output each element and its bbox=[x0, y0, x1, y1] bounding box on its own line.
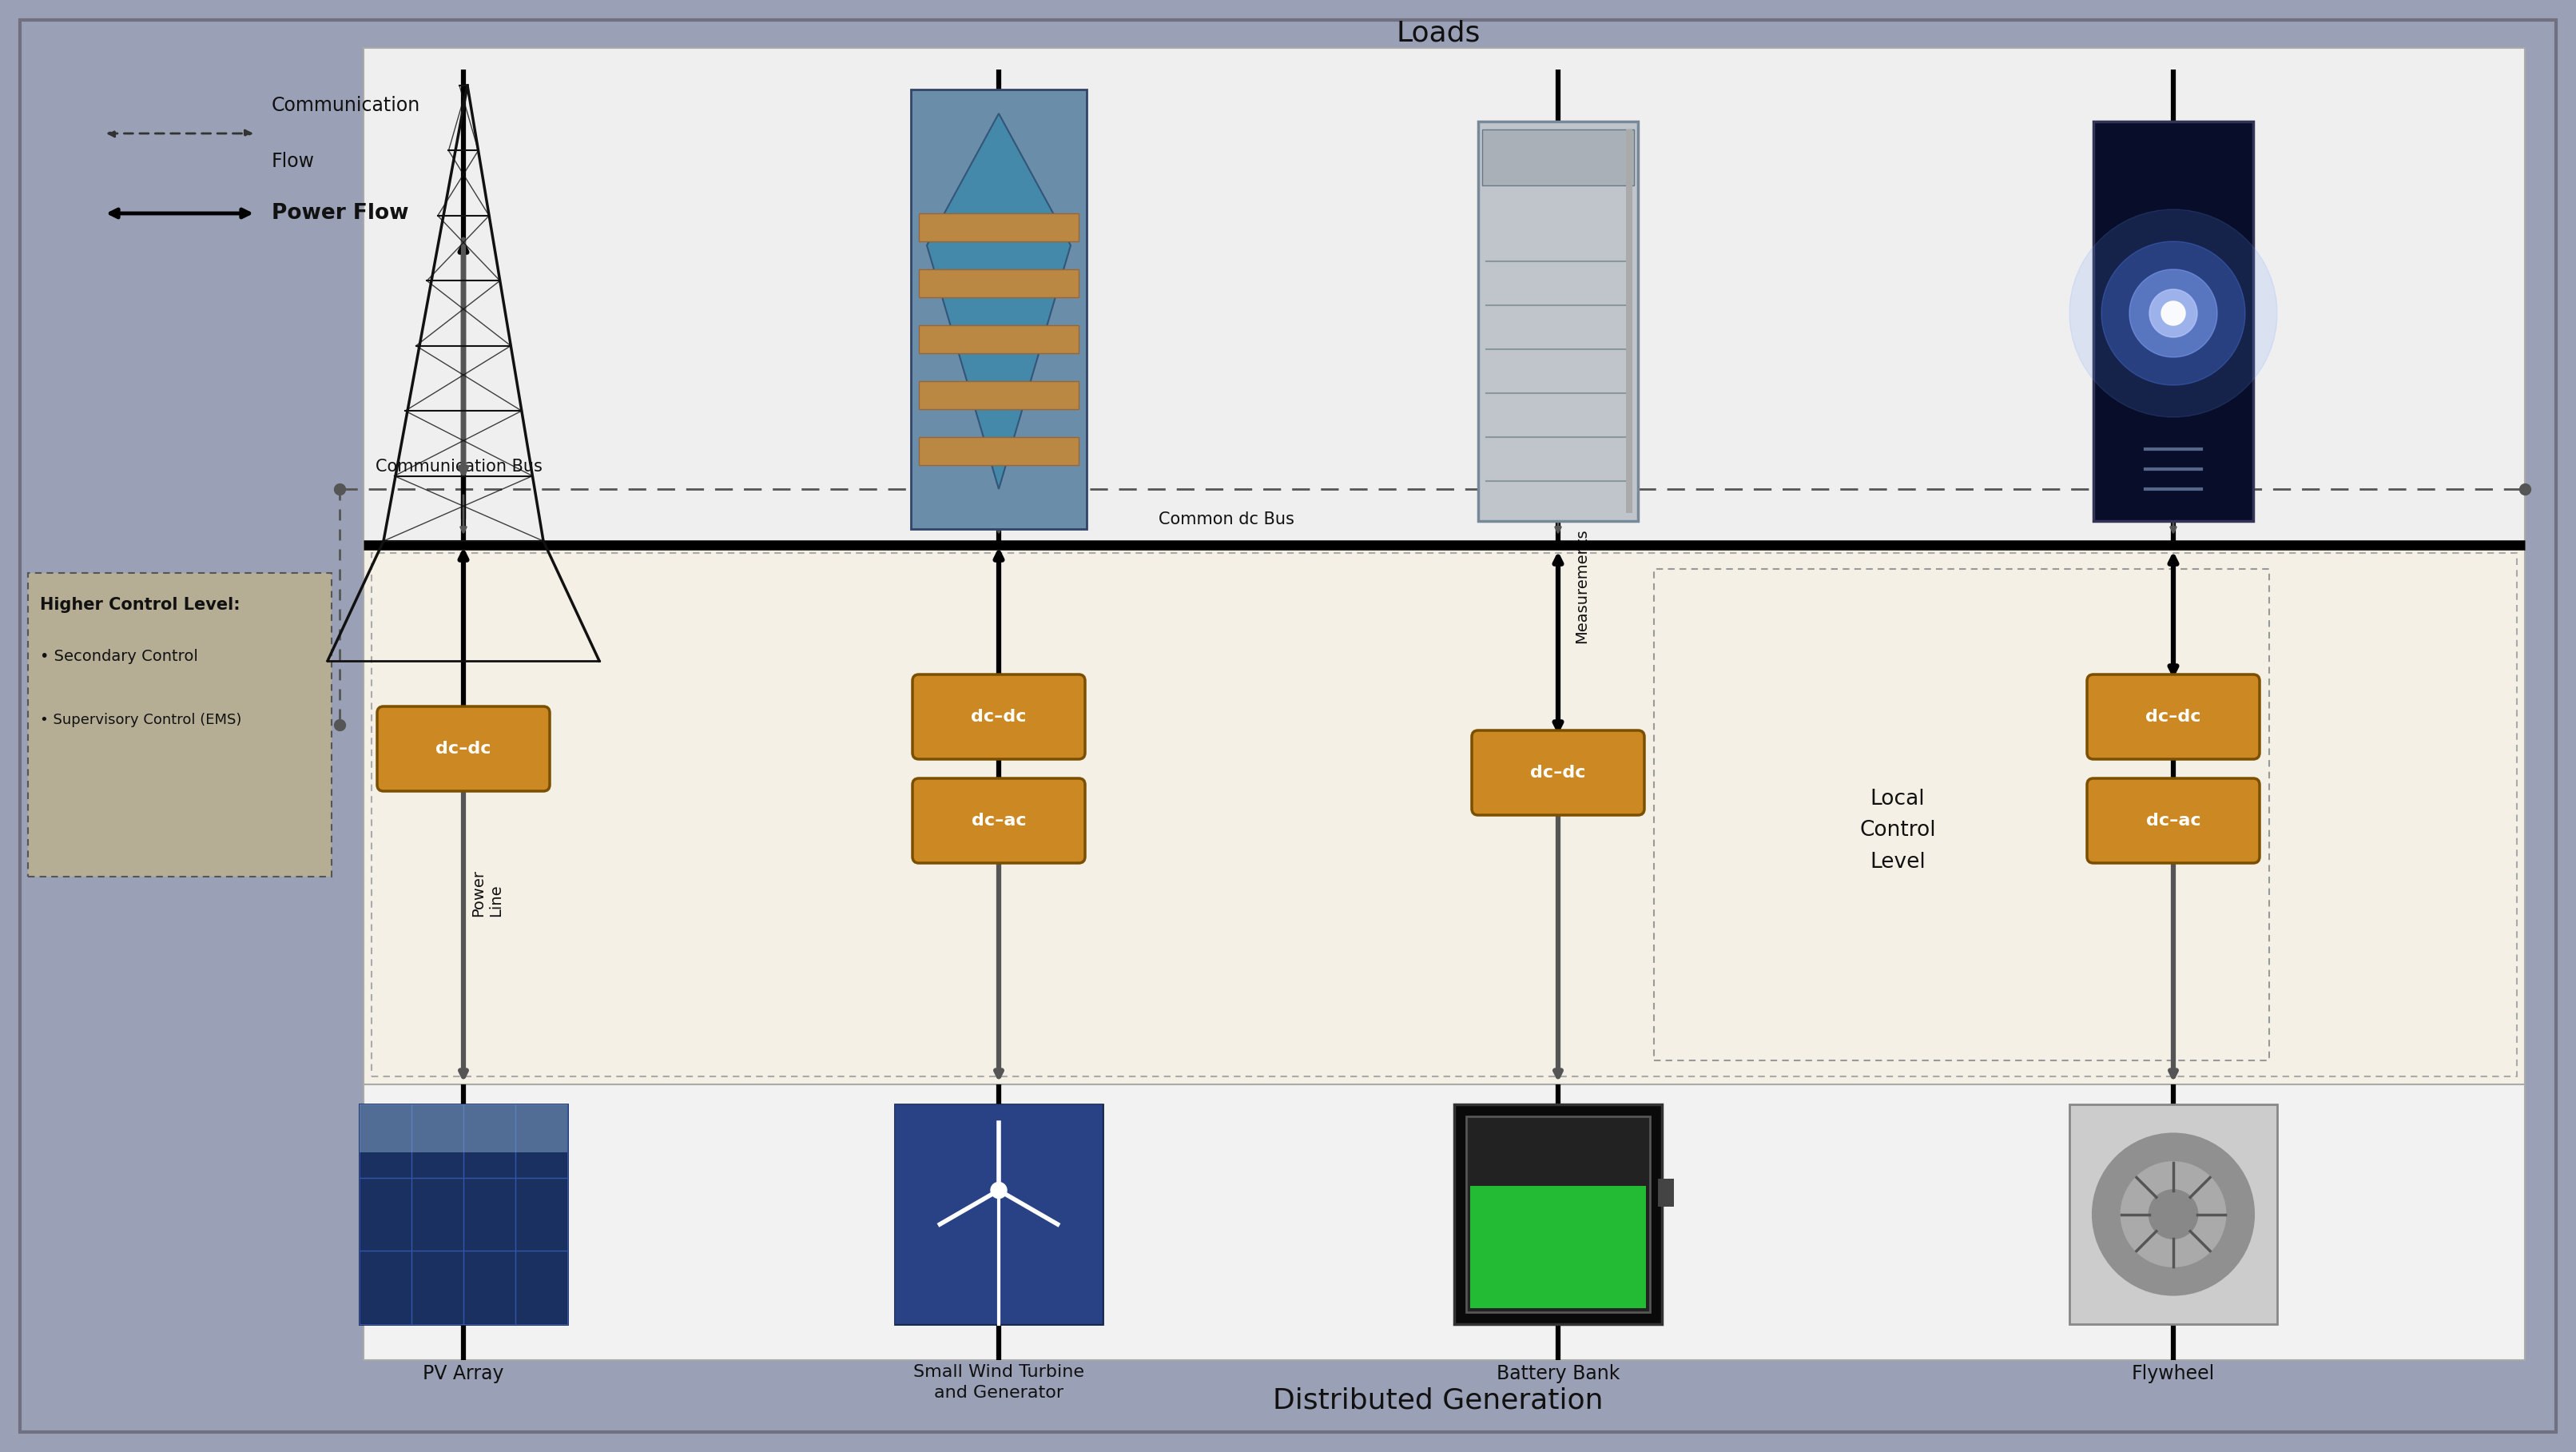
Bar bbox=[363, 1085, 2524, 1361]
Bar bbox=[1455, 1105, 1662, 1324]
Bar bbox=[1466, 1117, 1651, 1313]
Bar bbox=[1625, 129, 1633, 513]
Bar bbox=[920, 382, 1079, 409]
Bar bbox=[920, 213, 1079, 241]
Text: Power
Line: Power Line bbox=[471, 870, 505, 916]
Bar bbox=[920, 269, 1079, 298]
Text: dc–dc: dc–dc bbox=[2146, 709, 2200, 725]
Bar bbox=[1479, 122, 1638, 521]
Bar bbox=[894, 1105, 1103, 1324]
FancyBboxPatch shape bbox=[912, 778, 1084, 862]
Circle shape bbox=[2161, 301, 2184, 325]
Bar bbox=[1471, 1186, 1646, 1308]
FancyBboxPatch shape bbox=[28, 574, 332, 877]
Polygon shape bbox=[927, 113, 1072, 489]
Text: PV Array: PV Array bbox=[422, 1363, 505, 1384]
Bar bbox=[361, 1105, 567, 1324]
FancyBboxPatch shape bbox=[912, 675, 1084, 759]
Text: Flow: Flow bbox=[270, 152, 314, 171]
Circle shape bbox=[2094, 1134, 2254, 1294]
Circle shape bbox=[2130, 269, 2218, 357]
Bar bbox=[1659, 1179, 1674, 1207]
Text: dc–dc: dc–dc bbox=[1530, 765, 1587, 781]
FancyBboxPatch shape bbox=[1471, 730, 1643, 815]
Text: Flywheel: Flywheel bbox=[2133, 1363, 2215, 1384]
Text: Power Flow: Power Flow bbox=[270, 203, 410, 224]
Text: dc–dc: dc–dc bbox=[971, 709, 1025, 725]
Text: Communication: Communication bbox=[270, 96, 420, 115]
Text: • Secondary Control: • Secondary Control bbox=[41, 649, 198, 664]
Text: Higher Control Level:: Higher Control Level: bbox=[41, 597, 240, 613]
Text: Measurements: Measurements bbox=[1574, 529, 1589, 643]
Text: Battery Bank: Battery Bank bbox=[1497, 1363, 1620, 1384]
Text: Communication Bus: Communication Bus bbox=[376, 459, 544, 475]
Bar bbox=[1481, 129, 1633, 186]
FancyBboxPatch shape bbox=[2087, 778, 2259, 862]
FancyBboxPatch shape bbox=[376, 707, 549, 791]
Text: Distributed Generation: Distributed Generation bbox=[1273, 1387, 1602, 1414]
Bar bbox=[912, 90, 1087, 529]
Text: Loads: Loads bbox=[1396, 20, 1481, 46]
Bar bbox=[2069, 1105, 2277, 1324]
Text: dc–ac: dc–ac bbox=[2146, 813, 2200, 829]
Bar bbox=[920, 437, 1079, 465]
Bar bbox=[894, 1105, 1103, 1324]
Bar bbox=[361, 1105, 567, 1153]
Circle shape bbox=[2148, 289, 2197, 337]
Text: • Supervisory Control (EMS): • Supervisory Control (EMS) bbox=[41, 713, 242, 727]
Text: Local
Control
Level: Local Control Level bbox=[1860, 788, 1935, 873]
Circle shape bbox=[2102, 241, 2246, 385]
FancyBboxPatch shape bbox=[2087, 675, 2259, 759]
Bar bbox=[363, 48, 2524, 544]
Text: Common dc Bus: Common dc Bus bbox=[1159, 511, 1293, 527]
Bar bbox=[2094, 122, 2254, 521]
Bar bbox=[920, 325, 1079, 353]
Circle shape bbox=[2148, 1191, 2197, 1239]
Circle shape bbox=[2069, 209, 2277, 417]
Text: dc–ac: dc–ac bbox=[971, 813, 1025, 829]
Bar bbox=[363, 544, 2524, 1085]
Circle shape bbox=[992, 1182, 1007, 1198]
Text: dc–dc: dc–dc bbox=[435, 741, 492, 756]
Circle shape bbox=[2123, 1162, 2226, 1266]
Text: Small Wind Turbine
and Generator: Small Wind Turbine and Generator bbox=[914, 1363, 1084, 1401]
